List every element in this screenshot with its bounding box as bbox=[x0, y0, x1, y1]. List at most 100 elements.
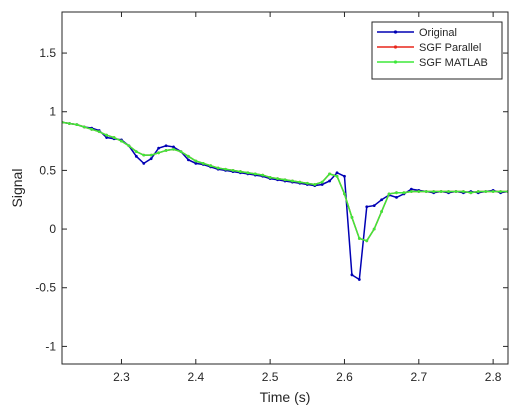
series-marker bbox=[253, 172, 257, 176]
series-marker bbox=[224, 167, 227, 171]
series-marker bbox=[402, 191, 406, 195]
series-marker bbox=[357, 278, 361, 281]
legend-marker bbox=[393, 60, 398, 64]
series-marker bbox=[313, 183, 317, 186]
series-marker bbox=[164, 144, 168, 148]
y-tick-label: -0.5 bbox=[35, 281, 56, 295]
series-marker bbox=[68, 122, 71, 125]
series-marker bbox=[186, 158, 190, 162]
legend-marker bbox=[393, 30, 398, 34]
series-marker bbox=[149, 157, 153, 161]
series-marker bbox=[298, 180, 302, 184]
series-marker bbox=[112, 136, 116, 139]
series-marker bbox=[194, 159, 198, 163]
series-marker bbox=[142, 161, 146, 165]
series-marker bbox=[142, 153, 146, 157]
series-marker bbox=[365, 205, 369, 209]
y-tick-label: 0 bbox=[49, 222, 56, 236]
series-marker bbox=[328, 179, 331, 183]
series-marker bbox=[409, 187, 413, 191]
series-marker bbox=[409, 190, 413, 193]
y-tick-label: 1.5 bbox=[39, 46, 56, 60]
series-marker bbox=[157, 146, 161, 150]
series-marker bbox=[291, 179, 294, 183]
series-marker bbox=[276, 177, 279, 181]
legend-marker bbox=[393, 45, 398, 49]
y-tick-label: 1 bbox=[49, 105, 56, 119]
series-marker bbox=[350, 273, 354, 277]
series-marker bbox=[164, 149, 168, 152]
series-marker bbox=[305, 181, 309, 185]
series-marker bbox=[335, 171, 339, 175]
y-tick-label: 0.5 bbox=[39, 163, 56, 177]
x-tick-label: 2.6 bbox=[336, 370, 353, 384]
series-marker bbox=[268, 176, 272, 179]
series-marker bbox=[350, 215, 354, 219]
series-marker bbox=[499, 190, 502, 193]
x-tick-label: 2.3 bbox=[113, 370, 130, 384]
series-marker bbox=[283, 178, 287, 182]
series-marker bbox=[380, 198, 384, 202]
series-marker bbox=[447, 190, 450, 193]
y-axis-label: Signal bbox=[9, 169, 25, 208]
series-marker bbox=[432, 190, 436, 193]
x-axis-label: Time (s) bbox=[260, 389, 311, 405]
series-marker bbox=[105, 136, 108, 139]
series-marker bbox=[343, 174, 346, 178]
series-marker bbox=[462, 190, 465, 193]
x-tick-label: 2.4 bbox=[187, 370, 204, 384]
legend-label: Original bbox=[419, 27, 457, 39]
series-marker bbox=[90, 127, 94, 131]
series-marker bbox=[372, 227, 376, 231]
series-marker bbox=[157, 151, 161, 155]
series-marker bbox=[246, 171, 250, 175]
plot-frame bbox=[61, 11, 509, 365]
series-marker bbox=[424, 190, 428, 193]
series-marker bbox=[372, 204, 376, 208]
series-marker bbox=[343, 192, 346, 196]
series-marker bbox=[439, 190, 443, 193]
series-marker bbox=[239, 170, 242, 173]
x-tick-label: 2.7 bbox=[410, 370, 427, 384]
series-marker bbox=[209, 164, 213, 168]
series-marker bbox=[216, 166, 220, 170]
legend-label: SGF MATLAB bbox=[419, 57, 488, 69]
series-marker bbox=[82, 125, 86, 129]
series-marker bbox=[476, 190, 480, 193]
series-marker bbox=[328, 172, 331, 176]
series-marker bbox=[134, 150, 138, 154]
series-marker bbox=[194, 161, 198, 165]
series-marker bbox=[75, 123, 79, 127]
series-marker bbox=[120, 139, 123, 143]
x-tick-label: 2.8 bbox=[485, 370, 502, 384]
series-marker bbox=[320, 183, 324, 186]
series-marker bbox=[186, 154, 190, 158]
series-marker bbox=[491, 190, 495, 193]
series-marker bbox=[454, 190, 458, 193]
y-tick-label: -1 bbox=[45, 339, 56, 353]
series-marker bbox=[380, 210, 384, 213]
series-marker bbox=[149, 153, 153, 157]
series-marker bbox=[179, 150, 183, 154]
series-marker bbox=[172, 147, 175, 151]
series-marker bbox=[172, 145, 175, 149]
series-marker bbox=[469, 191, 473, 195]
legend-label: SGF Parallel bbox=[419, 42, 481, 54]
series-marker bbox=[365, 239, 369, 243]
series-marker bbox=[97, 130, 101, 134]
series-marker bbox=[134, 154, 138, 158]
series-marker bbox=[387, 192, 391, 196]
series-marker bbox=[417, 190, 421, 193]
series-marker bbox=[127, 144, 131, 148]
series-marker bbox=[231, 169, 235, 172]
series-marker bbox=[335, 174, 339, 178]
series-marker bbox=[484, 190, 488, 193]
x-tick-label: 2.5 bbox=[262, 370, 279, 384]
series-marker bbox=[395, 191, 398, 195]
series-marker bbox=[357, 237, 361, 240]
series-marker bbox=[261, 173, 265, 177]
series-marker bbox=[201, 161, 205, 165]
series-marker bbox=[320, 180, 324, 184]
